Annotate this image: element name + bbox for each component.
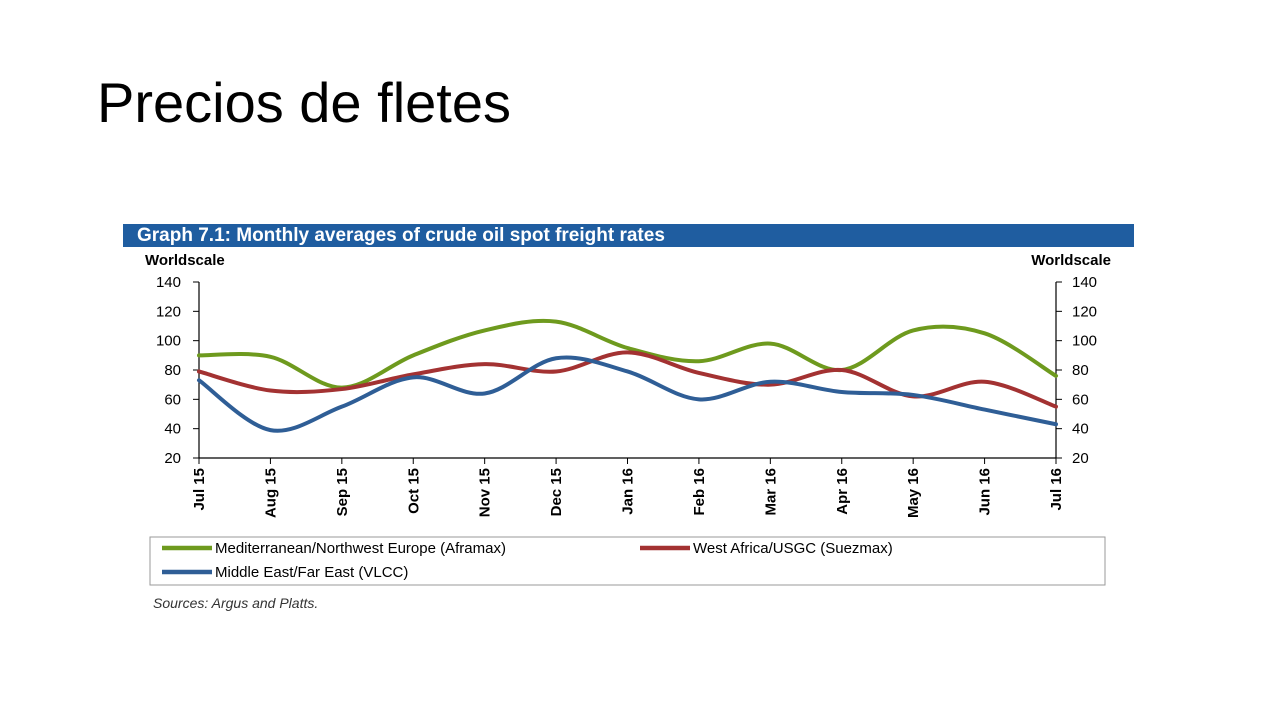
- axes: 20 20 40 40 60 60 80 80 100 100 120 120 140 140: [156, 274, 1097, 467]
- chart-title-bar: Graph 7.1: Monthly averages of crude oil…: [123, 224, 1134, 247]
- y-axis-left-label: Worldscale: [145, 252, 225, 269]
- y-tick-label-right: 20: [1072, 450, 1089, 467]
- series-me-fareast-vlcc: [197, 355, 1058, 433]
- y-tick-label-left: 100: [156, 333, 181, 350]
- x-tick-label: Jan 16: [620, 468, 637, 515]
- chart-title: Graph 7.1: Monthly averages of crude oil…: [137, 225, 665, 246]
- legend: Mediterranean/Northwest Europe (Aframax)…: [149, 536, 1106, 586]
- x-tick-label: Mar 16: [762, 468, 779, 516]
- x-tick-label: Jul 16: [1048, 468, 1065, 511]
- x-tick-label: Feb 16: [691, 468, 708, 516]
- y-tick-label-left: 140: [156, 274, 181, 291]
- y-tick-label-left: 80: [164, 362, 181, 379]
- y-tick-label-right: 100: [1072, 333, 1097, 350]
- y-tick-label-left: 120: [156, 303, 181, 320]
- x-tick-label: Oct 15: [405, 468, 422, 514]
- y-tick-label-left: 40: [164, 421, 181, 438]
- series-lines: [197, 318, 1058, 433]
- y-axis-right-label: Worldscale: [1031, 252, 1111, 269]
- x-axis-labels: Jul 15 Aug 15 Sep 15 Oct 15 Nov 15 Dec 15 Jan …: [191, 468, 1065, 518]
- x-tick-label: Jul 15: [191, 468, 208, 511]
- x-tick-label: Sep 15: [334, 468, 351, 516]
- x-tick-label: Dec 15: [548, 468, 565, 516]
- y-tick-label-right: 40: [1072, 421, 1089, 438]
- x-tick-label: Aug 15: [262, 468, 279, 518]
- y-tick-label-right: 80: [1072, 362, 1089, 379]
- legend-box: [149, 536, 1106, 586]
- legend-label: Mediterranean/Northwest Europe (Aframax): [215, 540, 506, 557]
- x-tick-label: Apr 16: [834, 468, 851, 515]
- y-tick-label-left: 60: [164, 391, 181, 408]
- legend-label: Middle East/Far East (VLCC): [215, 564, 408, 581]
- x-tick-label: Jun 16: [977, 468, 994, 516]
- y-tick-label-right: 60: [1072, 391, 1089, 408]
- slide-title: Precios de fletes: [97, 71, 511, 134]
- y-tick-label-left: 20: [164, 450, 181, 467]
- y-tick-label-right: 120: [1072, 303, 1097, 320]
- x-tick-label: May 16: [905, 468, 922, 518]
- source-note: Sources: Argus and Platts.: [153, 595, 319, 611]
- legend-label: West Africa/USGC (Suezmax): [693, 540, 893, 557]
- y-tick-label-right: 140: [1072, 274, 1097, 291]
- x-tick-label: Nov 15: [477, 468, 494, 517]
